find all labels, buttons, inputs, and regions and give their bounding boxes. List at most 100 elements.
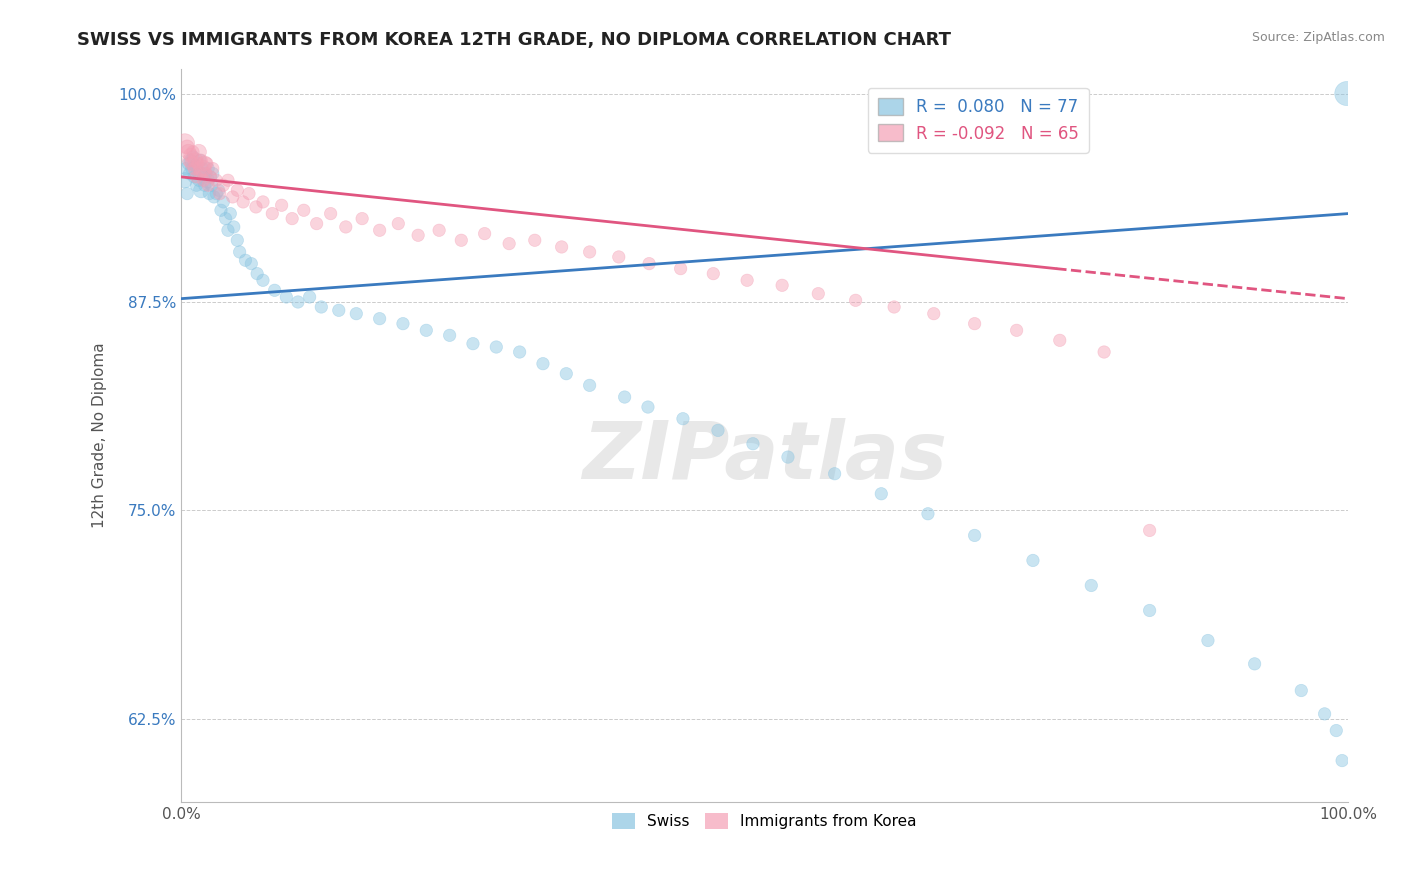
Point xyxy=(180,148,202,162)
Point xyxy=(179,153,201,168)
Point xyxy=(735,273,758,287)
Point xyxy=(770,278,793,293)
Point xyxy=(1139,524,1161,538)
Point xyxy=(202,190,225,204)
Point xyxy=(217,173,239,187)
Point xyxy=(238,186,260,201)
Point xyxy=(1243,657,1265,671)
Point xyxy=(222,219,245,234)
Point xyxy=(845,293,868,308)
Point xyxy=(807,286,830,301)
Point xyxy=(186,169,208,184)
Text: ZIPatlas: ZIPatlas xyxy=(582,418,948,497)
Point xyxy=(1313,706,1336,721)
Point xyxy=(344,307,367,321)
Point xyxy=(240,257,263,271)
Point xyxy=(221,190,243,204)
Point xyxy=(578,378,600,392)
Point xyxy=(368,223,391,237)
Point xyxy=(184,158,207,172)
Point xyxy=(184,153,207,168)
Point xyxy=(474,227,496,241)
Point xyxy=(195,173,218,187)
Point xyxy=(176,186,198,201)
Point xyxy=(191,161,214,176)
Point xyxy=(197,161,219,176)
Point xyxy=(613,390,636,404)
Point xyxy=(281,211,304,226)
Point xyxy=(208,186,231,201)
Point xyxy=(450,233,472,247)
Point xyxy=(174,161,197,176)
Point xyxy=(509,345,531,359)
Y-axis label: 12th Grade, No Diploma: 12th Grade, No Diploma xyxy=(93,343,107,528)
Point xyxy=(201,167,224,181)
Point xyxy=(1049,334,1071,348)
Point xyxy=(335,219,357,234)
Point xyxy=(190,153,212,168)
Text: Source: ZipAtlas.com: Source: ZipAtlas.com xyxy=(1251,31,1385,45)
Point xyxy=(181,145,204,159)
Point xyxy=(963,317,986,331)
Point xyxy=(1324,723,1347,738)
Point xyxy=(922,307,945,321)
Point xyxy=(201,178,224,193)
Point xyxy=(485,340,508,354)
Point xyxy=(181,150,204,164)
Point xyxy=(637,400,659,414)
Point xyxy=(292,203,315,218)
Point xyxy=(183,169,205,184)
Point xyxy=(188,153,211,168)
Point xyxy=(406,228,429,243)
Point xyxy=(177,145,200,159)
Point xyxy=(208,183,231,197)
Point xyxy=(228,244,250,259)
Point xyxy=(180,156,202,170)
Point xyxy=(427,223,450,237)
Point xyxy=(270,198,292,212)
Point xyxy=(187,145,209,159)
Point xyxy=(328,303,350,318)
Legend: Swiss, Immigrants from Korea: Swiss, Immigrants from Korea xyxy=(606,806,922,835)
Point xyxy=(276,290,298,304)
Point xyxy=(195,156,218,170)
Point xyxy=(523,233,546,247)
Point xyxy=(305,217,328,231)
Point xyxy=(287,295,309,310)
Point xyxy=(638,257,661,271)
Point xyxy=(387,217,409,231)
Point xyxy=(824,467,846,481)
Point xyxy=(193,169,215,184)
Point xyxy=(219,206,242,220)
Point xyxy=(550,240,572,254)
Point xyxy=(531,357,554,371)
Text: SWISS VS IMMIGRANTS FROM KOREA 12TH GRADE, NO DIPLOMA CORRELATION CHART: SWISS VS IMMIGRANTS FROM KOREA 12TH GRAD… xyxy=(77,31,952,49)
Point xyxy=(188,167,211,181)
Point xyxy=(252,194,274,209)
Point xyxy=(212,194,235,209)
Point xyxy=(883,300,905,314)
Point xyxy=(194,178,217,193)
Point xyxy=(226,183,249,197)
Point xyxy=(245,200,267,214)
Point xyxy=(179,167,201,181)
Point xyxy=(1197,633,1219,648)
Point xyxy=(578,244,600,259)
Point xyxy=(190,183,212,197)
Point xyxy=(1022,553,1045,567)
Point xyxy=(252,273,274,287)
Point xyxy=(311,300,333,314)
Point xyxy=(217,223,239,237)
Point xyxy=(1291,683,1313,698)
Point xyxy=(214,211,236,226)
Point xyxy=(232,194,254,209)
Point xyxy=(173,136,195,151)
Point xyxy=(205,173,228,187)
Point xyxy=(201,161,224,176)
Point xyxy=(209,203,232,218)
Point xyxy=(205,186,228,201)
Point xyxy=(193,173,215,187)
Point xyxy=(187,156,209,170)
Point xyxy=(180,153,202,168)
Point xyxy=(173,173,195,187)
